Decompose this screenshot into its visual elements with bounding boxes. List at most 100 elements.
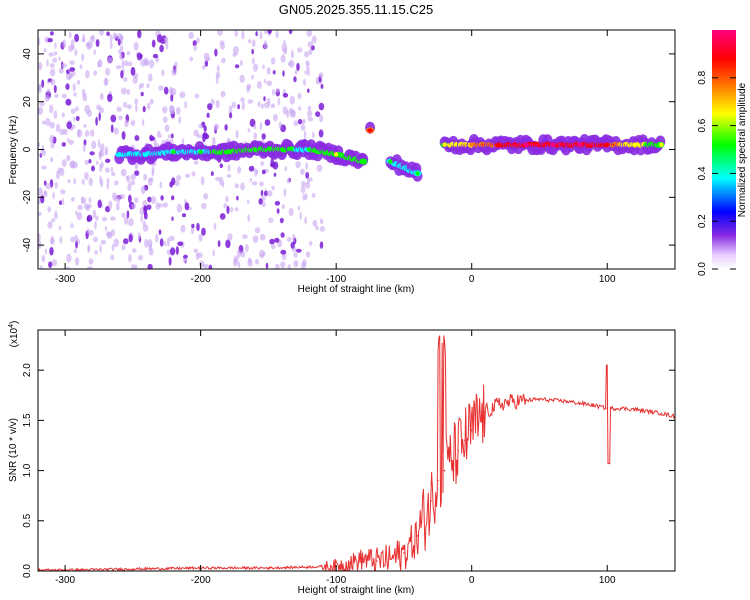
noise-speckle <box>257 101 261 108</box>
noise-speckle <box>126 210 130 219</box>
noise-speckle <box>193 160 199 165</box>
noise-speckle <box>49 63 55 69</box>
noise-speckle <box>214 48 218 57</box>
noise-speckle <box>297 205 301 211</box>
noise-speckle <box>294 69 298 75</box>
noise-speckle <box>170 94 174 102</box>
snr-point <box>430 499 432 502</box>
noise-speckle <box>163 86 169 95</box>
noise-speckle <box>88 196 92 204</box>
noise-speckle <box>302 118 306 124</box>
noise-speckle <box>38 211 42 216</box>
noise-speckle <box>297 118 303 125</box>
noise-speckle <box>234 207 239 212</box>
noise-speckle <box>226 173 232 178</box>
noise-speckle <box>170 133 174 139</box>
noise-speckle <box>184 202 190 211</box>
noise-speckle <box>73 92 77 97</box>
noise-speckle <box>143 205 147 212</box>
noise-speckle <box>215 75 219 85</box>
noise-speckle <box>175 246 179 255</box>
noise-speckle <box>121 212 126 218</box>
noise-speckle <box>261 133 266 140</box>
noise-speckle <box>40 195 45 204</box>
noise-speckle <box>149 98 154 105</box>
noise-speckle <box>74 49 78 56</box>
colorbar-label: Normalized spectral amplitude <box>737 82 748 217</box>
noise-speckle <box>59 236 63 244</box>
noise-speckle <box>160 195 164 201</box>
snr-point <box>450 459 453 462</box>
noise-speckle <box>81 37 86 43</box>
noise-speckle <box>130 66 136 76</box>
noise-speckle <box>118 115 123 121</box>
snr-point <box>443 469 446 472</box>
noise-speckle <box>47 221 53 229</box>
noise-speckle <box>195 252 200 261</box>
noise-speckle <box>65 83 70 90</box>
noise-speckle <box>213 123 219 131</box>
noise-speckle <box>120 45 124 52</box>
y-tick-label: 2.0 <box>22 363 33 377</box>
noise-speckle <box>277 97 281 106</box>
snr-point <box>511 400 514 403</box>
noise-speckle <box>280 232 285 238</box>
noise-speckle <box>189 56 194 62</box>
noise-speckle <box>246 199 250 204</box>
noise-speckle <box>305 251 311 258</box>
noise-speckle <box>74 257 80 266</box>
noise-speckle <box>249 177 252 183</box>
colorbar-tick-label: 0.0 <box>697 262 708 276</box>
noise-speckle <box>164 241 167 247</box>
noise-speckle <box>212 249 215 257</box>
noise-speckle <box>98 107 105 114</box>
noise-speckle <box>105 67 111 76</box>
noise-speckle <box>47 206 51 213</box>
noise-speckle <box>75 115 80 122</box>
noise-speckle <box>83 123 87 128</box>
y-tick-label: 1.5 <box>22 413 33 427</box>
y-tick-label: 0.5 <box>22 513 33 527</box>
noise-speckle <box>152 53 159 59</box>
noise-speckle <box>191 171 196 177</box>
noise-speckle <box>147 196 152 203</box>
ridge-point <box>198 149 203 155</box>
snr-point <box>416 535 419 537</box>
noise-speckle <box>52 57 57 63</box>
noise-speckle <box>58 225 62 230</box>
noise-speckle <box>154 161 157 167</box>
noise-speckle <box>99 244 102 253</box>
noise-speckle <box>251 57 255 65</box>
noise-speckle <box>153 139 157 148</box>
noise-speckle <box>126 88 130 96</box>
noise-speckle <box>255 258 259 265</box>
noise-speckle <box>71 71 76 77</box>
noise-speckle <box>283 188 287 197</box>
noise-speckle <box>253 124 257 130</box>
noise-speckle <box>50 235 54 244</box>
noise-speckle <box>265 262 269 269</box>
noise-speckle <box>104 226 108 232</box>
noise-speckle <box>88 258 94 265</box>
noise-speckle <box>61 142 66 147</box>
noise-speckle <box>88 177 94 187</box>
noise-speckle <box>180 224 186 233</box>
snr-scale-exponent: 4 <box>8 324 15 328</box>
noise-speckle <box>263 40 268 49</box>
noise-speckle <box>309 241 313 246</box>
noise-speckle <box>86 109 92 117</box>
noise-speckle <box>171 68 177 76</box>
noise-speckle <box>305 162 309 170</box>
noise-speckle <box>233 258 238 267</box>
noise-speckle <box>95 215 99 221</box>
noise-speckle <box>73 248 78 254</box>
noise-speckle <box>148 243 153 252</box>
noise-speckle <box>258 198 263 205</box>
noise-speckle <box>101 216 108 222</box>
noise-speckle <box>221 57 226 64</box>
noise-speckle <box>193 44 197 52</box>
noise-speckle <box>41 120 47 125</box>
snr-point <box>308 566 310 568</box>
noise-speckle <box>236 195 239 201</box>
noise-speckle <box>247 214 251 223</box>
